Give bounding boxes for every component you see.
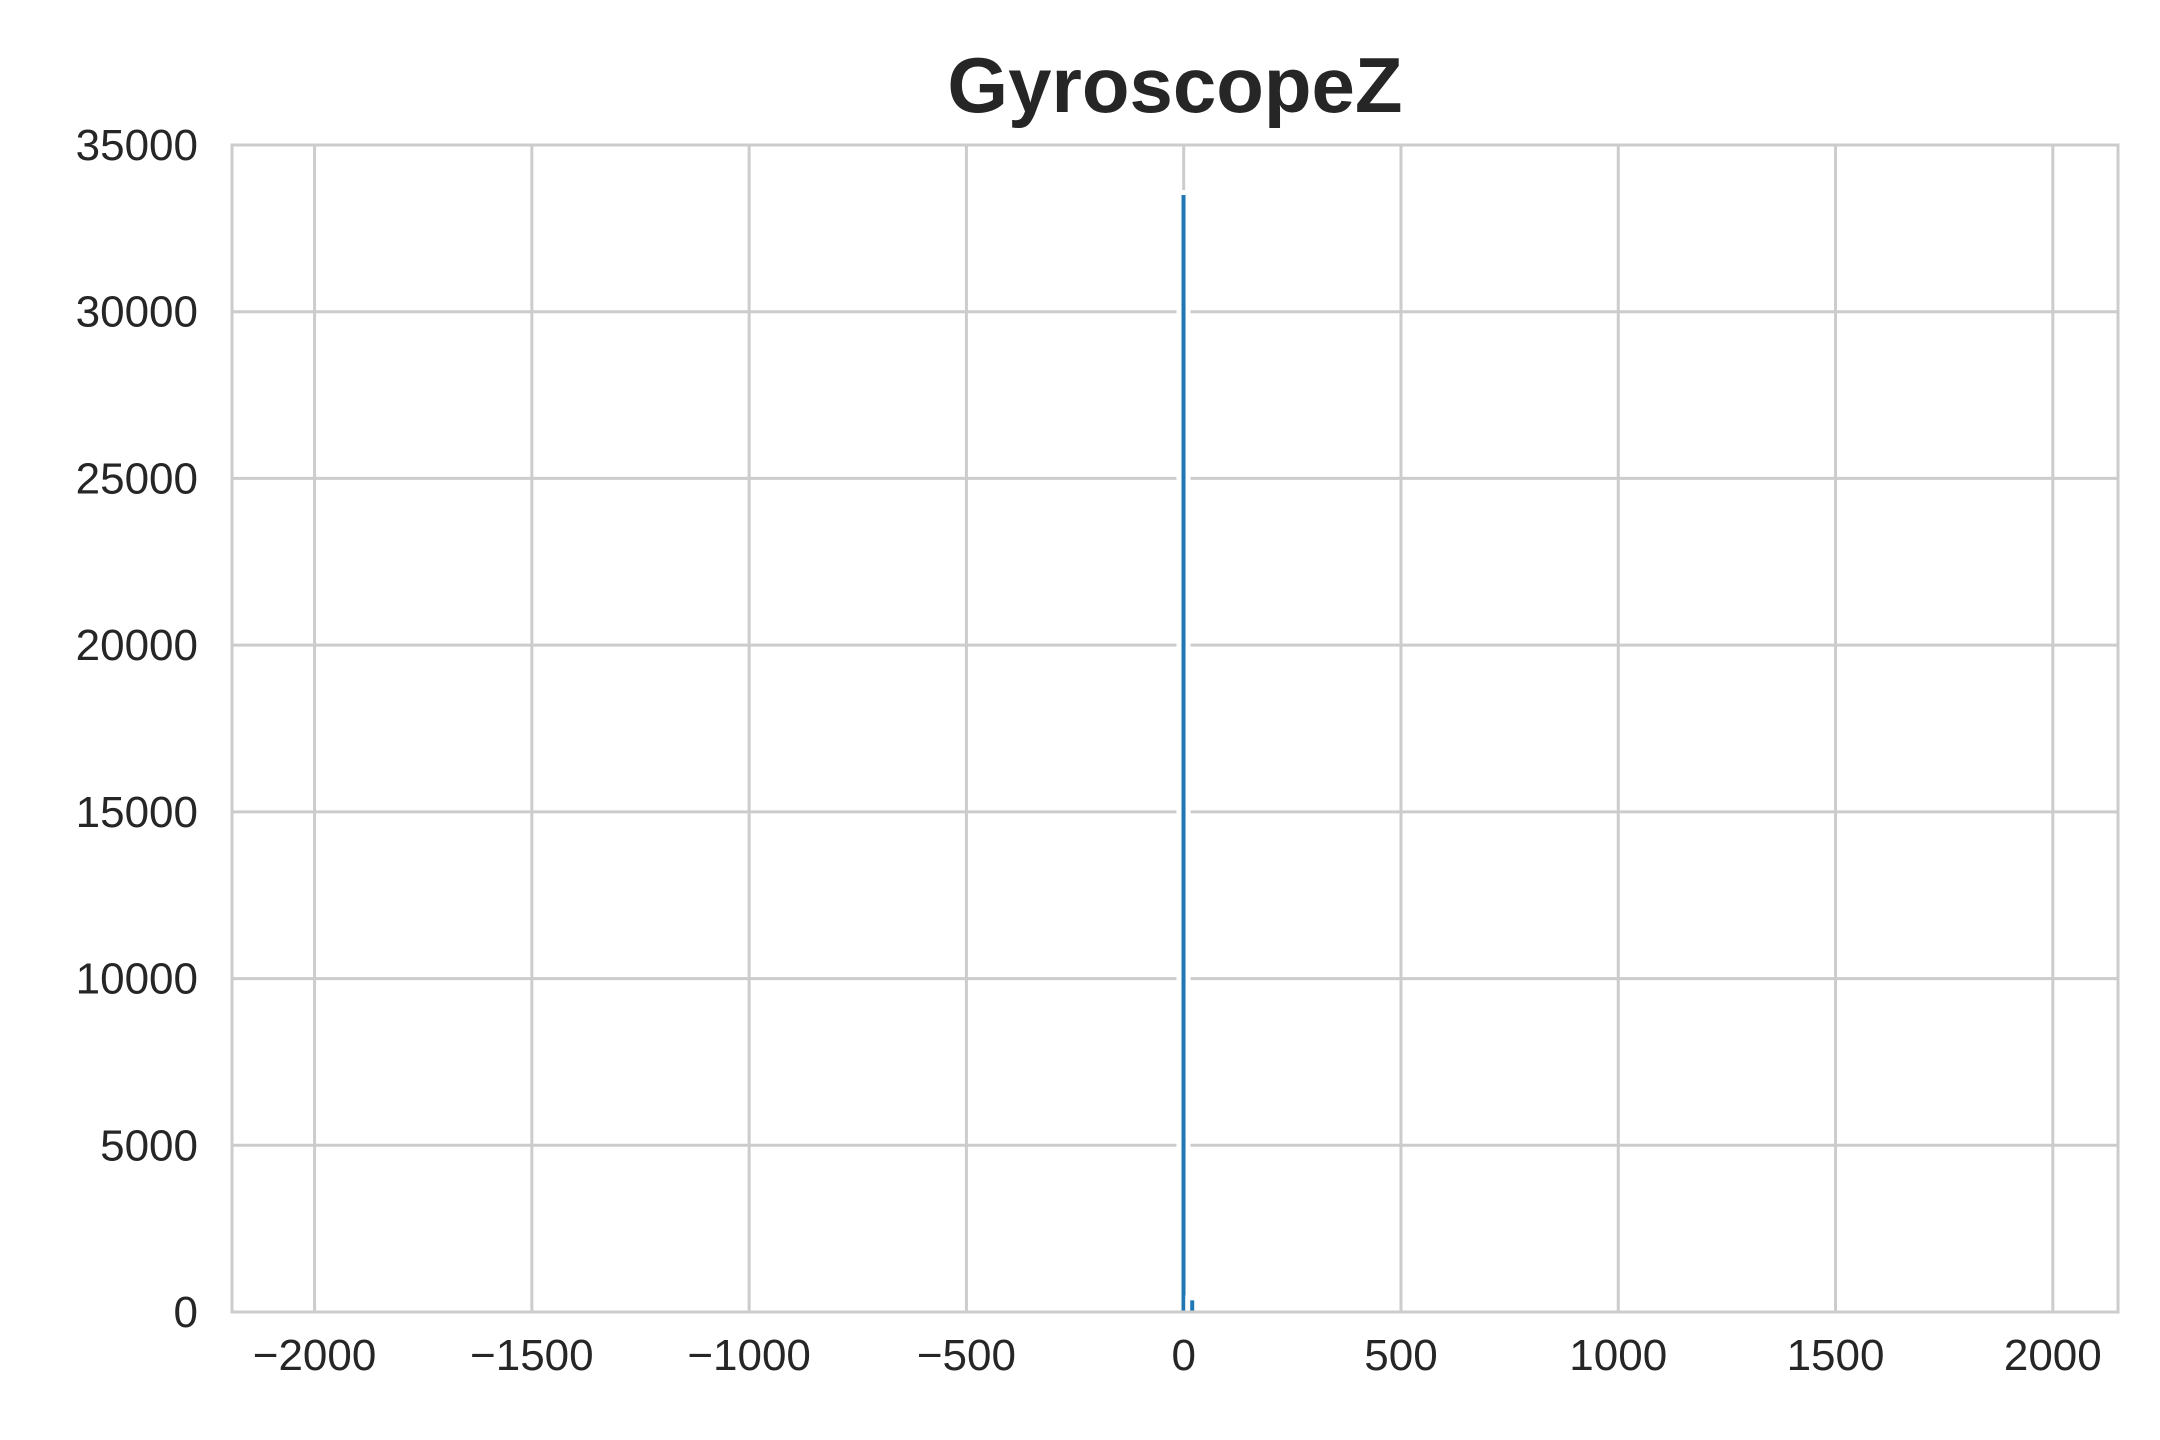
x-axis-tick-labels: −2000 −1500 −1000 −500 0 500 1000 1500 2000 xyxy=(253,1331,2102,1380)
y-tick-label: 15000 xyxy=(76,788,198,837)
y-tick-label: 30000 xyxy=(76,288,198,337)
plot-frame xyxy=(230,143,2120,1314)
x-tick-label: −1000 xyxy=(687,1331,811,1380)
x-tick-label: −500 xyxy=(917,1331,1016,1380)
x-tick-label: 1500 xyxy=(1787,1331,1885,1380)
histogram-bar xyxy=(1190,1300,1195,1312)
y-tick-label: 10000 xyxy=(76,955,198,1004)
y-tick-label: 5000 xyxy=(100,1121,198,1170)
x-tick-label: 500 xyxy=(1364,1331,1437,1380)
x-tick-label: −2000 xyxy=(253,1331,377,1380)
x-tick-label: −1500 xyxy=(470,1331,594,1380)
x-tick-label: 0 xyxy=(1171,1331,1195,1380)
grid-lines xyxy=(232,143,2118,1314)
y-tick-label: 0 xyxy=(174,1288,198,1337)
y-tick-label: 25000 xyxy=(76,454,198,503)
histogram-bars xyxy=(1176,190,1200,1312)
y-tick-label: 35000 xyxy=(76,121,198,170)
x-tick-label: 1000 xyxy=(1569,1331,1667,1380)
y-axis-tick-labels: 0 5000 10000 15000 20000 25000 30000 35000 xyxy=(76,121,198,1337)
chart-title: GyroscopeZ xyxy=(947,41,1402,129)
x-tick-label: 2000 xyxy=(2004,1331,2102,1380)
y-tick-label: 20000 xyxy=(76,621,198,670)
histogram-bar xyxy=(1181,195,1186,1312)
